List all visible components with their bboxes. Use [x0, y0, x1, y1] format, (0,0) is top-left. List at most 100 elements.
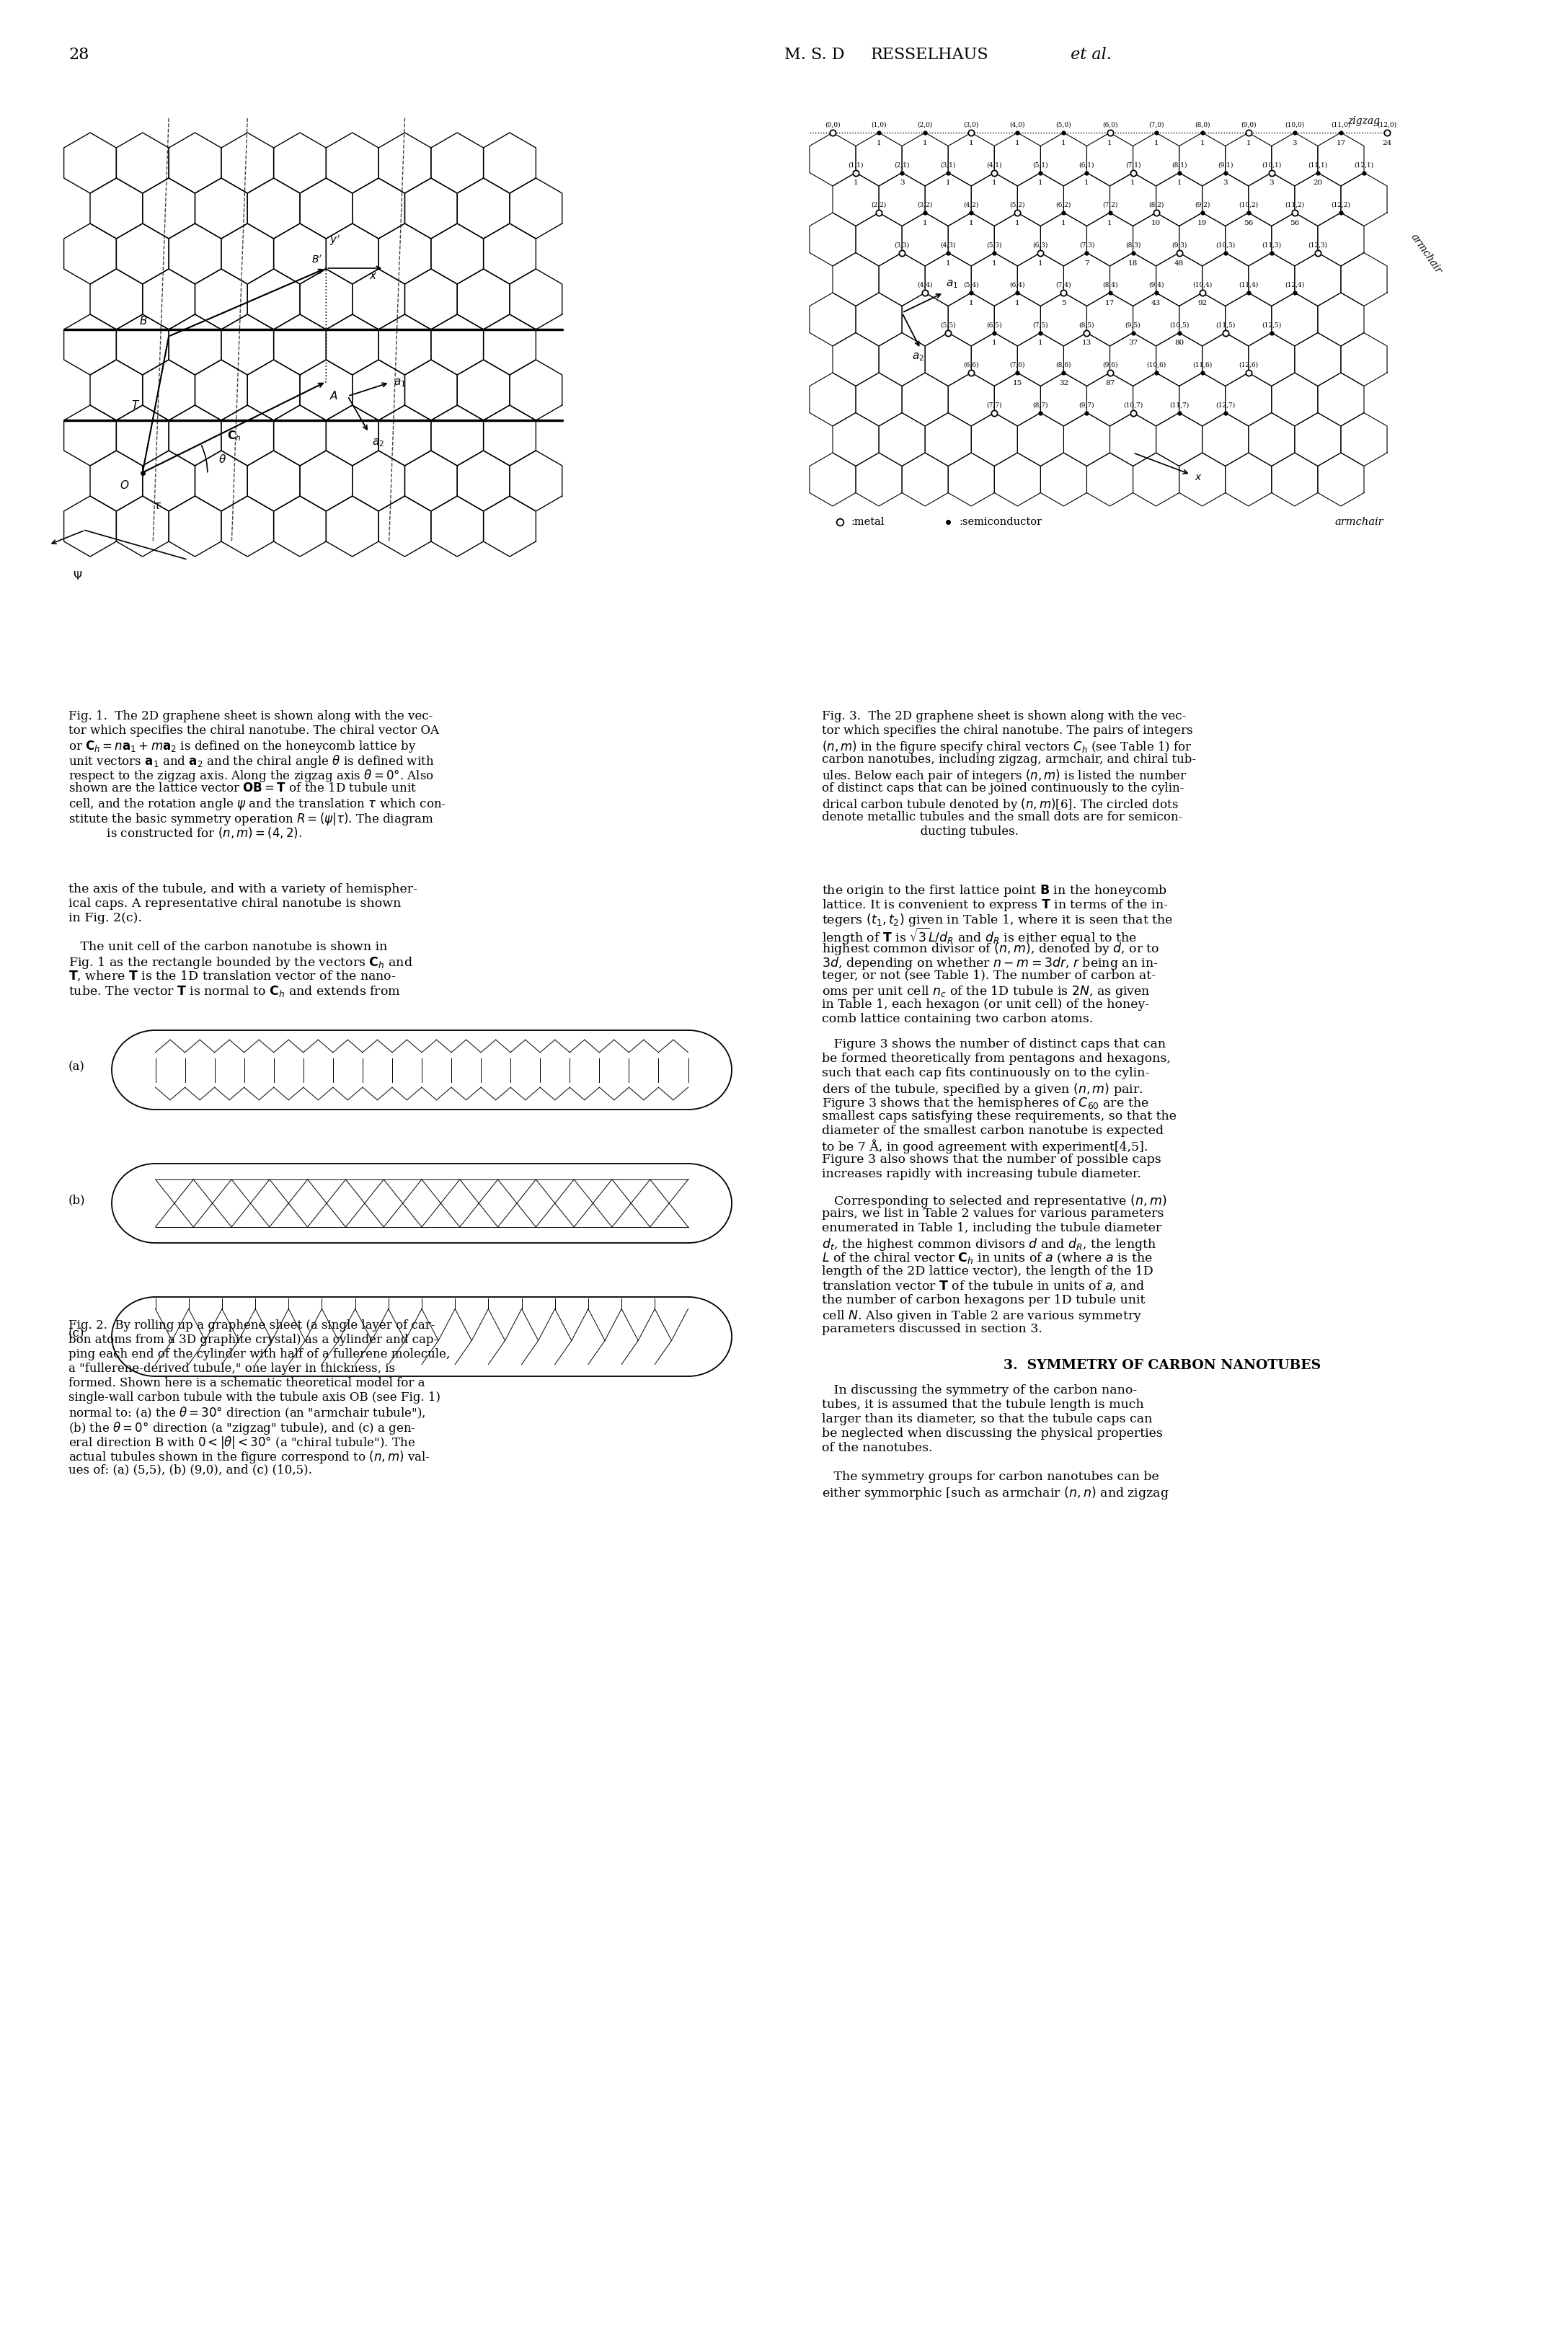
Text: Figure 3 also shows that the number of possible caps: Figure 3 also shows that the number of p… [822, 1152, 1162, 1166]
Text: of distinct caps that can be joined continuously to the cylin-: of distinct caps that can be joined cont… [822, 783, 1184, 795]
Text: respect to the zigzag axis. Along the zigzag axis $\theta = 0°$. Also: respect to the zigzag axis. Along the zi… [69, 766, 434, 783]
Text: ducting tubules.: ducting tubules. [822, 825, 1019, 837]
Text: (5,5): (5,5) [941, 322, 956, 329]
Text: 1: 1 [1107, 139, 1112, 146]
Text: (6,5): (6,5) [986, 322, 1002, 329]
Text: (8,2): (8,2) [1148, 202, 1163, 209]
Text: (0,0): (0,0) [825, 122, 840, 129]
Text: 56: 56 [1243, 221, 1253, 226]
Text: 56: 56 [1290, 221, 1300, 226]
Text: (10,5): (10,5) [1170, 322, 1189, 329]
Text: (5,4): (5,4) [963, 282, 978, 289]
Text: (7,0): (7,0) [1148, 122, 1163, 129]
Text: (10,2): (10,2) [1239, 202, 1258, 209]
Text: $\tau$: $\tau$ [154, 501, 162, 510]
Text: shown are the lattice vector $\mathbf{OB} = \mathbf{T}$ of the 1D tubule unit: shown are the lattice vector $\mathbf{OB… [69, 783, 417, 795]
Text: $\mathbf{C}_h$: $\mathbf{C}_h$ [227, 428, 241, 442]
Text: (4,1): (4,1) [986, 162, 1002, 169]
Text: a "fullerene-derived tubule," one layer in thickness, is: a "fullerene-derived tubule," one layer … [69, 1361, 395, 1375]
Text: (4,2): (4,2) [964, 202, 978, 209]
Text: 1: 1 [946, 179, 950, 186]
Text: (a): (a) [69, 1060, 85, 1072]
Text: formed. Shown here is a schematic theoretical model for a: formed. Shown here is a schematic theore… [69, 1378, 425, 1389]
Text: (7,3): (7,3) [1079, 242, 1094, 249]
Text: is constructed for $(n,m) = (4,2)$.: is constructed for $(n,m) = (4,2)$. [69, 825, 303, 839]
Text: Fig. 1.  The 2D graphene sheet is shown along with the vec-: Fig. 1. The 2D graphene sheet is shown a… [69, 710, 433, 722]
Text: pairs, we list in Table 2 values for various parameters: pairs, we list in Table 2 values for var… [822, 1206, 1163, 1220]
Text: (9,2): (9,2) [1195, 202, 1210, 209]
Text: 1: 1 [922, 139, 927, 146]
Text: ping each end of the cylinder with half of a fullerene molecule,: ping each end of the cylinder with half … [69, 1347, 450, 1359]
Text: In discussing the symmetry of the carbon nano-: In discussing the symmetry of the carbon… [822, 1385, 1137, 1396]
Text: eral direction B with $0 < |\theta| < 30°$ (a "chiral tubule"). The: eral direction B with $0 < |\theta| < 30… [69, 1434, 416, 1451]
Text: 1: 1 [1085, 179, 1090, 186]
Text: (5,3): (5,3) [986, 242, 1002, 249]
Text: (8,1): (8,1) [1171, 162, 1187, 169]
Text: (12,2): (12,2) [1331, 202, 1350, 209]
Text: tor which specifies the chiral nanotube. The pairs of integers: tor which specifies the chiral nanotube.… [822, 724, 1193, 736]
Text: (7,7): (7,7) [986, 402, 1002, 409]
Text: diameter of the smallest carbon nanotube is expected: diameter of the smallest carbon nanotube… [822, 1124, 1163, 1136]
Text: 19: 19 [1198, 221, 1207, 226]
Text: $a_1$: $a_1$ [394, 379, 406, 388]
Text: 1: 1 [969, 139, 974, 146]
Text: 1: 1 [946, 261, 950, 266]
Text: 3.  SYMMETRY OF CARBON NANOTUBES: 3. SYMMETRY OF CARBON NANOTUBES [1004, 1359, 1322, 1371]
Text: 20: 20 [1312, 179, 1322, 186]
Text: (11,2): (11,2) [1284, 202, 1305, 209]
Text: :metal: :metal [851, 517, 884, 527]
Text: (2,0): (2,0) [917, 122, 933, 129]
Text: 7: 7 [1085, 261, 1090, 266]
Text: (11,3): (11,3) [1262, 242, 1281, 249]
Text: $\Psi$: $\Psi$ [74, 571, 83, 583]
Text: 32: 32 [1058, 381, 1068, 386]
Text: Fig. 3.  The 2D graphene sheet is shown along with the vec-: Fig. 3. The 2D graphene sheet is shown a… [822, 710, 1185, 722]
Text: tor which specifies the chiral nanotube. The chiral vector OA: tor which specifies the chiral nanotube.… [69, 724, 439, 736]
Text: zigzag: zigzag [1347, 115, 1380, 127]
Text: in Fig. 2(c).: in Fig. 2(c). [69, 912, 143, 924]
Text: 1: 1 [1062, 139, 1066, 146]
Text: (9,6): (9,6) [1102, 362, 1118, 369]
Text: be formed theoretically from pentagons and hexagons,: be formed theoretically from pentagons a… [822, 1053, 1171, 1065]
Text: 10: 10 [1151, 221, 1160, 226]
Text: $A$: $A$ [329, 390, 339, 402]
Text: 1: 1 [1014, 139, 1019, 146]
Text: 24: 24 [1383, 139, 1392, 146]
Text: (7,6): (7,6) [1010, 362, 1025, 369]
Text: Fig. 1 as the rectangle bounded by the vectors $\mathbf{C}_h$ and: Fig. 1 as the rectangle bounded by the v… [69, 955, 412, 971]
Text: (11,7): (11,7) [1170, 402, 1189, 409]
Text: Figure 3 shows that the hemispheres of $C_{60}$ are the: Figure 3 shows that the hemispheres of $… [822, 1096, 1149, 1110]
Text: ical caps. A representative chiral nanotube is shown: ical caps. A representative chiral nanot… [69, 898, 401, 910]
Text: (12,0): (12,0) [1377, 122, 1397, 129]
Text: 3: 3 [1269, 179, 1273, 186]
Text: The unit cell of the carbon nanotube is shown in: The unit cell of the carbon nanotube is … [69, 940, 387, 952]
Text: parameters discussed in section 3.: parameters discussed in section 3. [822, 1324, 1043, 1335]
Text: (7,1): (7,1) [1126, 162, 1140, 169]
Text: ules. Below each pair of integers $(n,m)$ is listed the number: ules. Below each pair of integers $(n,m)… [822, 766, 1187, 783]
Text: (11,4): (11,4) [1239, 282, 1258, 289]
Text: $O$: $O$ [119, 480, 130, 491]
Text: either symmorphic [such as armchair $(n, n)$ and zigzag: either symmorphic [such as armchair $(n,… [822, 1486, 1170, 1500]
Text: et al.: et al. [1065, 47, 1112, 63]
Text: the number of carbon hexagons per 1D tubule unit: the number of carbon hexagons per 1D tub… [822, 1293, 1145, 1305]
Text: (7,5): (7,5) [1033, 322, 1049, 329]
Text: 92: 92 [1198, 301, 1207, 306]
Text: (9,4): (9,4) [1148, 282, 1163, 289]
Text: length of the 2D lattice vector), the length of the 1D: length of the 2D lattice vector), the le… [822, 1265, 1154, 1277]
Text: (8,3): (8,3) [1126, 242, 1140, 249]
Text: smallest caps satisfying these requirements, so that the: smallest caps satisfying these requireme… [822, 1110, 1176, 1121]
Text: 48: 48 [1174, 261, 1184, 266]
Text: 15: 15 [1013, 381, 1022, 386]
Text: tube. The vector $\mathbf{T}$ is normal to $\mathbf{C}_h$ and extends from: tube. The vector $\mathbf{T}$ is normal … [69, 983, 400, 999]
Text: (11,1): (11,1) [1308, 162, 1328, 169]
Text: armchair: armchair [1408, 230, 1444, 275]
Text: (6,0): (6,0) [1102, 122, 1118, 129]
Text: highest common divisor of $(n, m)$, denoted by $d$, or to: highest common divisor of $(n, m)$, deno… [822, 940, 1160, 957]
Text: (10,6): (10,6) [1146, 362, 1167, 369]
Text: drical carbon tubule denoted by $(n,m)$[6]. The circled dots: drical carbon tubule denoted by $(n,m)$[… [822, 797, 1179, 811]
Text: (10,4): (10,4) [1192, 282, 1212, 289]
Text: 1: 1 [1014, 301, 1019, 306]
Text: (10,1): (10,1) [1262, 162, 1281, 169]
Text: 1: 1 [969, 301, 974, 306]
Text: lattice. It is convenient to express $\mathbf{T}$ in terms of the in-: lattice. It is convenient to express $\m… [822, 898, 1168, 912]
